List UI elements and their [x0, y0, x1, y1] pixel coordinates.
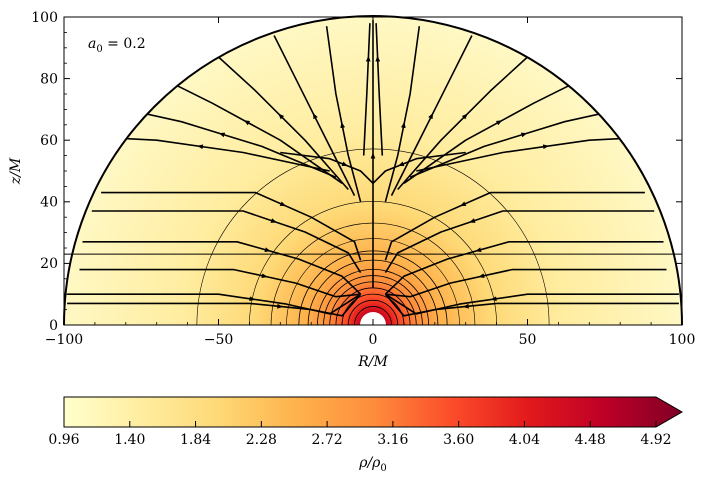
streamlines [67, 20, 679, 317]
colorbar-tick-label: 3.60 [443, 432, 474, 448]
y-tick-label: 20 [40, 256, 58, 272]
colorbar-body [63, 396, 684, 428]
colorbar-tick-label: 4.04 [509, 432, 540, 448]
y-tick-labels: 0 20 40 60 80 100 [31, 10, 58, 334]
y-tick-label: 40 [40, 195, 58, 211]
colorbar-tick-label: 4.92 [640, 432, 671, 448]
colorbar-tick-label: 2.28 [246, 432, 277, 448]
y-axis-label: z/M [8, 157, 24, 185]
y-tick-label: 80 [40, 72, 58, 88]
axis-ticks [63, 16, 683, 326]
annotation-value: = 0.2 [103, 36, 146, 52]
streamline [375, 23, 384, 156]
density-contour [347, 299, 399, 325]
x-tick-label: 50 [519, 332, 537, 348]
x-axis-label: R/M [357, 354, 388, 370]
x-tick-label: −100 [45, 332, 83, 348]
streamline [362, 23, 371, 156]
outer-boundary [63, 15, 683, 326]
plot-area [63, 15, 683, 338]
annotation-subscript: 0 [96, 44, 102, 55]
density-contour [354, 306, 392, 325]
colorbar-tick-label: 0.96 [48, 432, 79, 448]
colorbar: 0.96 1.40 1.84 2.28 2.72 3.16 3.60 4.04 4.48 4.92… [48, 396, 684, 474]
colorbar-tick-label: 1.84 [180, 432, 211, 448]
colorbar-ticks: 0.96 1.40 1.84 2.28 2.72 3.16 3.60 4.04 4.48 4.92 [48, 421, 672, 448]
colorbar-tick-label: 1.40 [114, 432, 145, 448]
y-tick-label: 100 [31, 10, 58, 26]
colorbar-tick-label: 2.72 [312, 432, 343, 448]
annotation-symbol: a [88, 36, 96, 52]
x-tick-label: 100 [669, 332, 696, 348]
colorbar-label-subscript: 0 [380, 463, 386, 474]
x-tick-labels: −100 −50 0 50 100 [45, 332, 696, 348]
x-tick-label: 0 [369, 332, 378, 348]
colorbar-label: ρ/ρ0 [358, 455, 387, 474]
colorbar-tick-label: 4.48 [575, 432, 606, 448]
parameter-annotation: a0 = 0.2 [88, 36, 146, 55]
colorbar-label-main: ρ/ρ [358, 455, 381, 471]
x-tick-label: −50 [204, 332, 234, 348]
colorbar-tick-label: 3.16 [377, 432, 408, 448]
y-tick-label: 0 [49, 318, 58, 334]
density-contour [335, 287, 411, 325]
y-tick-label: 60 [40, 133, 58, 149]
